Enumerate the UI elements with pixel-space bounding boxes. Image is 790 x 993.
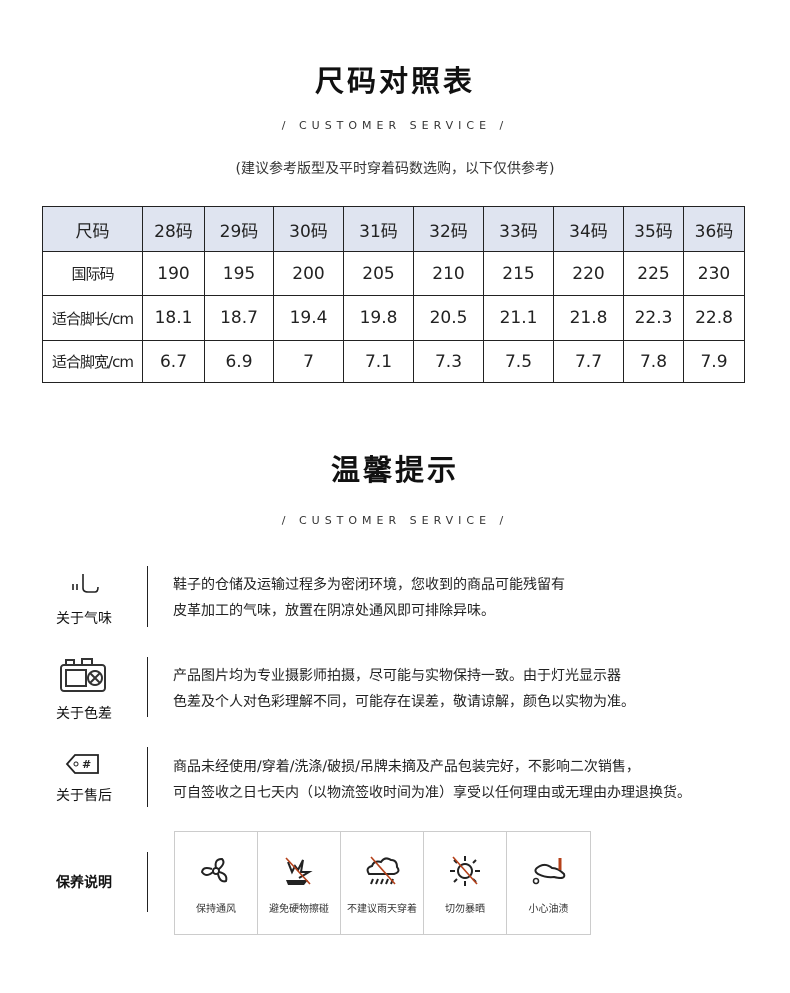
- no-sun-icon: [450, 856, 480, 886]
- table-cell: 适合脚长/cm: [42, 295, 143, 341]
- table-header-row: 尺码 28码 29码 30码 31码 32码 33码 34码 35码 36码: [42, 206, 745, 252]
- table-header-cell: 36码: [683, 206, 745, 252]
- tip-label: 关于色差: [56, 706, 112, 722]
- tip-line: 产品图片均为专业摄影师拍摄，尽可能与实物保持一致。由于灯光显示器: [173, 668, 621, 684]
- table-header-cell: 29码: [204, 206, 274, 252]
- smell-icon: [50, 570, 115, 600]
- table-cell: 7.8: [623, 340, 684, 383]
- table-row: 国际码 190 195 200 205 210 215 220 225 230: [42, 251, 745, 296]
- table-cell: 225: [623, 251, 684, 296]
- tip-text: 商品未经使用/穿着/洗涤/破损/吊牌未摘及产品包装完好，不影响二次销售， 可自签…: [173, 754, 691, 806]
- table-cell: 6.7: [142, 340, 205, 383]
- table-cell: 7.9: [683, 340, 745, 383]
- table-cell: 7.5: [483, 340, 554, 383]
- tip-line: 鞋子的仓储及运输过程多为密闭环境，您收到的商品可能残留有: [173, 577, 565, 593]
- care-item: 保持通风: [175, 832, 258, 934]
- care-item-label: 切勿暴晒: [445, 904, 485, 915]
- divider: [147, 852, 148, 912]
- table-cell: 18.1: [142, 295, 205, 341]
- table-header-cell: 33码: [483, 206, 554, 252]
- care-item: 避免硬物擦碰: [258, 832, 341, 934]
- table-cell: 215: [483, 251, 554, 296]
- no-hard-objects-icon: [285, 857, 313, 885]
- table-header-cell: 尺码: [42, 206, 143, 252]
- table-cell: 21.8: [553, 295, 624, 341]
- tip-label: 关于售后: [56, 788, 112, 804]
- table-row: 适合脚长/cm 18.1 18.7 19.4 19.8 20.5 21.1 21…: [42, 295, 745, 341]
- table-cell: 210: [413, 251, 484, 296]
- table-cell: 195: [204, 251, 274, 296]
- care-label: 保养说明: [56, 875, 112, 891]
- divider: [147, 747, 148, 807]
- table-cell: 18.7: [204, 295, 274, 341]
- care-item-label: 保持通风: [196, 904, 236, 915]
- divider: [147, 566, 148, 627]
- table-cell: 7.3: [413, 340, 484, 383]
- no-rain-icon: [366, 856, 400, 885]
- table-cell: 190: [142, 251, 205, 296]
- table-cell: 22.3: [623, 295, 684, 341]
- table-cell: 19.4: [273, 295, 344, 341]
- size-table: 尺码 28码 29码 30码 31码 32码 33码 34码 35码 36码 国…: [42, 206, 745, 383]
- table-cell: 适合脚宽/cm: [42, 340, 143, 383]
- size-chart-subtitle: / CUSTOMER SERVICE /: [281, 119, 509, 132]
- table-header-cell: 30码: [273, 206, 344, 252]
- care-icons: 保持通风 避免硬物擦碰 不建议雨天穿着 切勿暴晒 小心油渍: [174, 831, 591, 935]
- care-item-label: 不建议雨天穿着: [347, 904, 417, 915]
- table-cell: 230: [683, 251, 745, 296]
- table-cell: 22.8: [683, 295, 745, 341]
- table-cell: 220: [553, 251, 624, 296]
- tips-subtitle: / CUSTOMER SERVICE /: [281, 514, 509, 527]
- tip-text: 产品图片均为专业摄影师拍摄，尽可能与实物保持一致。由于灯光显示器 色差及个人对色…: [173, 663, 635, 715]
- divider: [147, 657, 148, 717]
- tag-icon: #: [50, 753, 115, 779]
- fan-icon: [200, 857, 228, 883]
- care-item: 切勿暴晒: [424, 832, 507, 934]
- table-header-cell: 31码: [343, 206, 414, 252]
- tip-line: 色差及个人对色彩理解不同，可能存在误差，敬请谅解，颜色以实物为准。: [173, 694, 635, 710]
- table-cell: 6.9: [204, 340, 274, 383]
- tip-line: 商品未经使用/穿着/洗涤/破损/吊牌未摘及产品包装完好，不影响二次销售，: [173, 759, 640, 775]
- table-cell: 200: [273, 251, 344, 296]
- table-header-cell: 32码: [413, 206, 484, 252]
- table-cell: 19.8: [343, 295, 414, 341]
- care-item: 小心油渍: [507, 832, 590, 934]
- tip-line: 皮革加工的气味，放置在阴凉处通风即可排除异味。: [173, 603, 495, 619]
- table-cell: 7.7: [553, 340, 624, 383]
- table-header-cell: 34码: [553, 206, 624, 252]
- tip-line: 可自签收之日七天内（以物流签收时间为准）享受以任何理由或无理由办理退换货。: [173, 785, 691, 801]
- table-cell: 21.1: [483, 295, 554, 341]
- table-cell: 国际码: [42, 251, 143, 296]
- oil-stain-icon: [532, 858, 565, 885]
- table-header-cell: 35码: [623, 206, 684, 252]
- table-cell: 7.1: [343, 340, 414, 383]
- size-chart-title: 尺码对照表: [314, 64, 475, 98]
- svg-text:#: #: [82, 758, 91, 771]
- care-item: 不建议雨天穿着: [341, 832, 424, 934]
- table-row: 适合脚宽/cm 6.7 6.9 7 7.1 7.3 7.5 7.7 7.8 7.…: [42, 340, 745, 383]
- care-item-label: 避免硬物擦碰: [269, 904, 329, 915]
- care-item-label: 小心油渍: [528, 904, 569, 915]
- table-cell: 205: [343, 251, 414, 296]
- camera-icon: [50, 657, 115, 697]
- tips-title: 温馨提示: [330, 453, 459, 487]
- table-cell: 7: [273, 340, 344, 383]
- size-chart-note: (建议参考版型及平时穿着码数选购，以下仅供参考): [235, 161, 555, 177]
- table-header-cell: 28码: [142, 206, 205, 252]
- table-cell: 20.5: [413, 295, 484, 341]
- tip-text: 鞋子的仓储及运输过程多为密闭环境，您收到的商品可能残留有 皮革加工的气味，放置在…: [173, 572, 565, 624]
- tip-label: 关于气味: [56, 611, 112, 627]
